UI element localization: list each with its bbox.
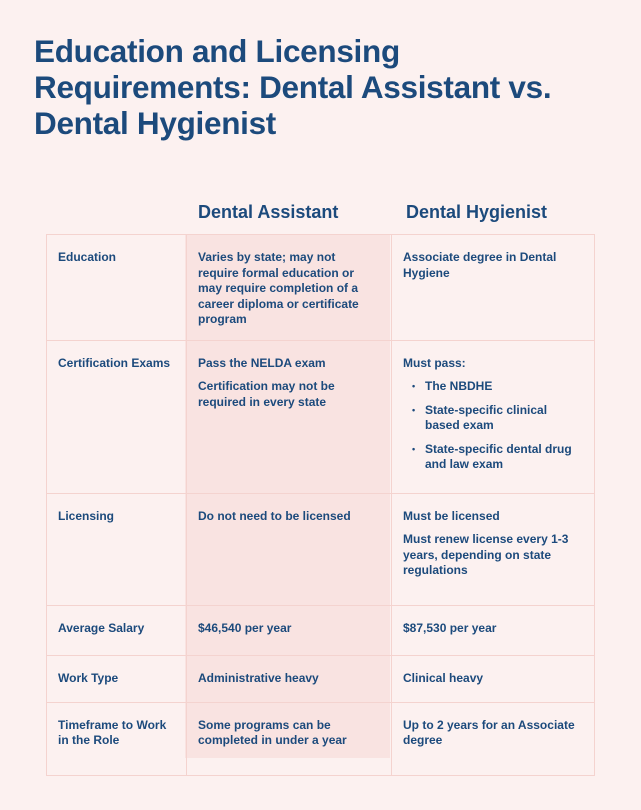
row-label: Education [46, 234, 187, 341]
table-row: Work Type Administrative heavy Clinical … [46, 654, 595, 703]
cell-text: Must pass: [403, 355, 466, 370]
column-header-dental-hygienist: Dental Hygienist [406, 202, 548, 222]
assistant-cell: Some programs can be completed in under … [186, 701, 392, 776]
cell-text: $87,530 per year [403, 620, 497, 635]
cell-text: Some programs can be completed in under … [198, 717, 347, 748]
row-label: Timeframe to Work in the Role [46, 701, 187, 776]
cell-text: Clinical heavy [403, 670, 484, 685]
list-item: State-specific clinical based exam [412, 403, 582, 434]
cell-text: Must renew license every 1-3 years, depe… [403, 532, 569, 577]
assistant-cell: Varies by state; may not require formal … [186, 234, 392, 341]
row-label: Licensing [46, 492, 187, 606]
table-row: Education Varies by state; may not requi… [46, 234, 595, 341]
row-label: Certification Exams [46, 339, 187, 494]
row-label: Work Type [46, 654, 187, 703]
exam-list: The NBDHE State-specific clinical based … [403, 379, 582, 473]
cell-text: Administrative heavy [198, 670, 319, 685]
hygienist-cell: $87,530 per year [391, 604, 595, 656]
hygienist-cell: Up to 2 years for an Associate degree [391, 701, 595, 776]
cell-text: $46,540 per year [198, 620, 292, 635]
row-label: Average Salary [46, 604, 187, 656]
list-item: The NBDHE [412, 379, 582, 395]
hygienist-cell: Must be licensed Must renew license every… [391, 492, 595, 606]
cell-text: Pass the NELDA exam [198, 355, 326, 370]
table-row: Licensing Do not need to be licensed Mus… [46, 492, 595, 606]
assistant-cell: $46,540 per year [186, 604, 392, 656]
assistant-cell: Pass the NELDA exam Certification may not… [186, 339, 392, 494]
cell-text: Do not need to be licensed [198, 508, 351, 523]
table-row: Average Salary $46,540 per year $87,530 … [46, 604, 595, 656]
cell-text: Up to 2 years for an Associate degree [403, 717, 575, 748]
hygienist-cell: Clinical heavy [391, 654, 595, 703]
cell-text: Certification may not be required in eve… [198, 379, 335, 409]
assistant-cell: Do not need to be licensed [186, 492, 392, 606]
page-title: Education and Licensing Requirements: De… [34, 33, 552, 141]
cell-text: Varies by state; may not require formal … [198, 250, 359, 326]
cell-text: Associate degree in Dental Hygiene [403, 250, 557, 280]
hygienist-cell: Associate degree in Dental Hygiene [391, 234, 595, 341]
table-row: Certification Exams Pass the NELDA exam C… [46, 339, 595, 494]
list-item: State-specific dental drug and law exam [412, 442, 582, 473]
cell-text: Must be licensed [403, 508, 500, 523]
column-header-dental-assistant: Dental Assistant [198, 202, 339, 222]
comparison-table: Education Varies by state; may not requi… [46, 234, 595, 776]
assistant-cell: Administrative heavy [186, 654, 392, 703]
hygienist-cell: Must pass: The NBDHE State-specific clin… [391, 339, 595, 494]
table-row: Timeframe to Work in the Role Some progr… [46, 701, 595, 776]
